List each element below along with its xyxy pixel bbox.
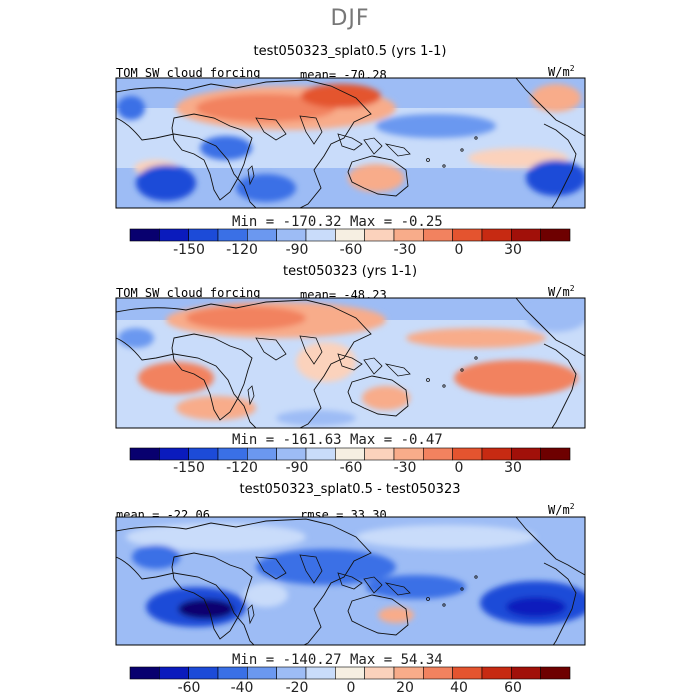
panel-3-frame	[115, 516, 586, 646]
colorbar-1-tick: -150	[173, 242, 205, 258]
colorbar-3-segment	[481, 666, 512, 680]
colorbar-2-segment	[276, 447, 307, 461]
colorbar-2-segment	[188, 447, 219, 461]
panel-2-min-max: Min = -161.63 Max = -0.47	[232, 432, 443, 448]
colorbar-1-tick: 30	[504, 242, 522, 258]
colorbar-3-segment	[188, 666, 219, 680]
colorbar-1-tick: -120	[226, 242, 258, 258]
colorbar-3-tick: 0	[346, 680, 356, 696]
panel-3-map	[116, 517, 585, 645]
colorbar-1-segment	[452, 228, 483, 242]
colorbar-2-tick: -30	[393, 460, 417, 476]
panel-1-map	[116, 78, 585, 208]
panel-1-field-label: TOM SW cloud forcing	[116, 66, 261, 80]
colorbar-2-segment	[217, 447, 248, 461]
colorbar-1-segment	[393, 228, 424, 242]
colorbar-1-tick: -30	[393, 242, 417, 258]
colorbar-3-segment	[247, 666, 277, 680]
colorbar-3-segment	[540, 666, 571, 680]
colorbar-2-segment	[247, 447, 277, 461]
colorbar-3-tick: 40	[450, 680, 468, 696]
panel-2-frame	[115, 297, 586, 429]
colorbar-1-segment	[159, 228, 189, 242]
panel-1-title: test050323_splat0.5 (yrs 1-1)	[253, 44, 447, 59]
colorbar-3-segment	[393, 666, 424, 680]
colorbar-1-segment	[481, 228, 512, 242]
colorbar-1-segment	[217, 228, 248, 242]
colorbar-1-segment	[247, 228, 277, 242]
colorbar-2-segment	[305, 447, 336, 461]
colorbar-3-tick: -20	[285, 680, 309, 696]
colorbar-3-segment	[129, 666, 160, 680]
colorbar-3-segment	[452, 666, 483, 680]
colorbar-1-segment	[423, 228, 453, 242]
panel-1-unit: W/m2	[548, 64, 575, 79]
colorbar-2-tick: -60	[339, 460, 363, 476]
colorbar-1-segment	[305, 228, 336, 242]
colorbar-1-tick: 0	[454, 242, 464, 258]
colorbar-2-tick: 30	[504, 460, 522, 476]
panel-2-title: test050323 (yrs 1-1)	[282, 264, 418, 279]
colorbar-2-segment	[423, 447, 453, 461]
panel-2-field-label: TOM SW cloud forcing	[116, 286, 261, 300]
colorbar-2-segment	[335, 447, 365, 461]
colorbar-1-segment	[188, 228, 219, 242]
colorbar-1-segment	[364, 228, 395, 242]
colorbar-1-segment	[129, 228, 160, 242]
colorbar-2-tick: 0	[454, 460, 464, 476]
colorbar-3-segment	[335, 666, 365, 680]
colorbar-3-segment	[276, 666, 307, 680]
colorbar-2-segment	[129, 447, 160, 461]
colorbar-3-tick: -40	[230, 680, 254, 696]
colorbar-1-segment	[540, 228, 571, 242]
colorbar-1-tick: -90	[285, 242, 309, 258]
colorbar-2-segment	[159, 447, 189, 461]
colorbar-2-segment	[393, 447, 424, 461]
colorbar-3-segment	[423, 666, 453, 680]
colorbar-3-segment	[305, 666, 336, 680]
colorbar-2-segment	[511, 447, 541, 461]
colorbar-3-tick: 20	[396, 680, 414, 696]
colorbar-3-segment	[159, 666, 189, 680]
panel-2-unit: W/m2	[548, 284, 575, 299]
colorbar-1-segment	[276, 228, 307, 242]
colorbar-2-segment	[452, 447, 483, 461]
panel-3-min-max: Min = -140.27 Max = 54.34	[232, 652, 443, 668]
colorbar-3-segment	[511, 666, 541, 680]
colorbar-2-tick: -120	[226, 460, 258, 476]
colorbar-2-segment	[481, 447, 512, 461]
colorbar-2	[129, 447, 571, 461]
colorbar-2-tick: -90	[285, 460, 309, 476]
colorbar-1-tick: -60	[339, 242, 363, 258]
season-title: DJF	[330, 6, 370, 31]
panel-1-frame	[115, 77, 586, 209]
colorbar-3-segment	[217, 666, 248, 680]
colorbar-2-segment	[364, 447, 395, 461]
colorbar-1	[129, 228, 571, 242]
panel-1-min-max: Min = -170.32 Max = -0.25	[232, 214, 443, 230]
colorbar-3-tick: -60	[177, 680, 201, 696]
colorbar-1-segment	[511, 228, 541, 242]
colorbar-1-segment	[335, 228, 365, 242]
panel-3-title: test050323_splat0.5 - test050323	[239, 482, 461, 497]
colorbar-2-segment	[540, 447, 571, 461]
panel-3-unit: W/m2	[548, 502, 575, 517]
colorbar-2-tick: -150	[173, 460, 205, 476]
panel-2-map	[116, 298, 585, 428]
colorbar-3-tick: 60	[504, 680, 522, 696]
colorbar-3-segment	[364, 666, 395, 680]
colorbar-3	[129, 666, 571, 680]
